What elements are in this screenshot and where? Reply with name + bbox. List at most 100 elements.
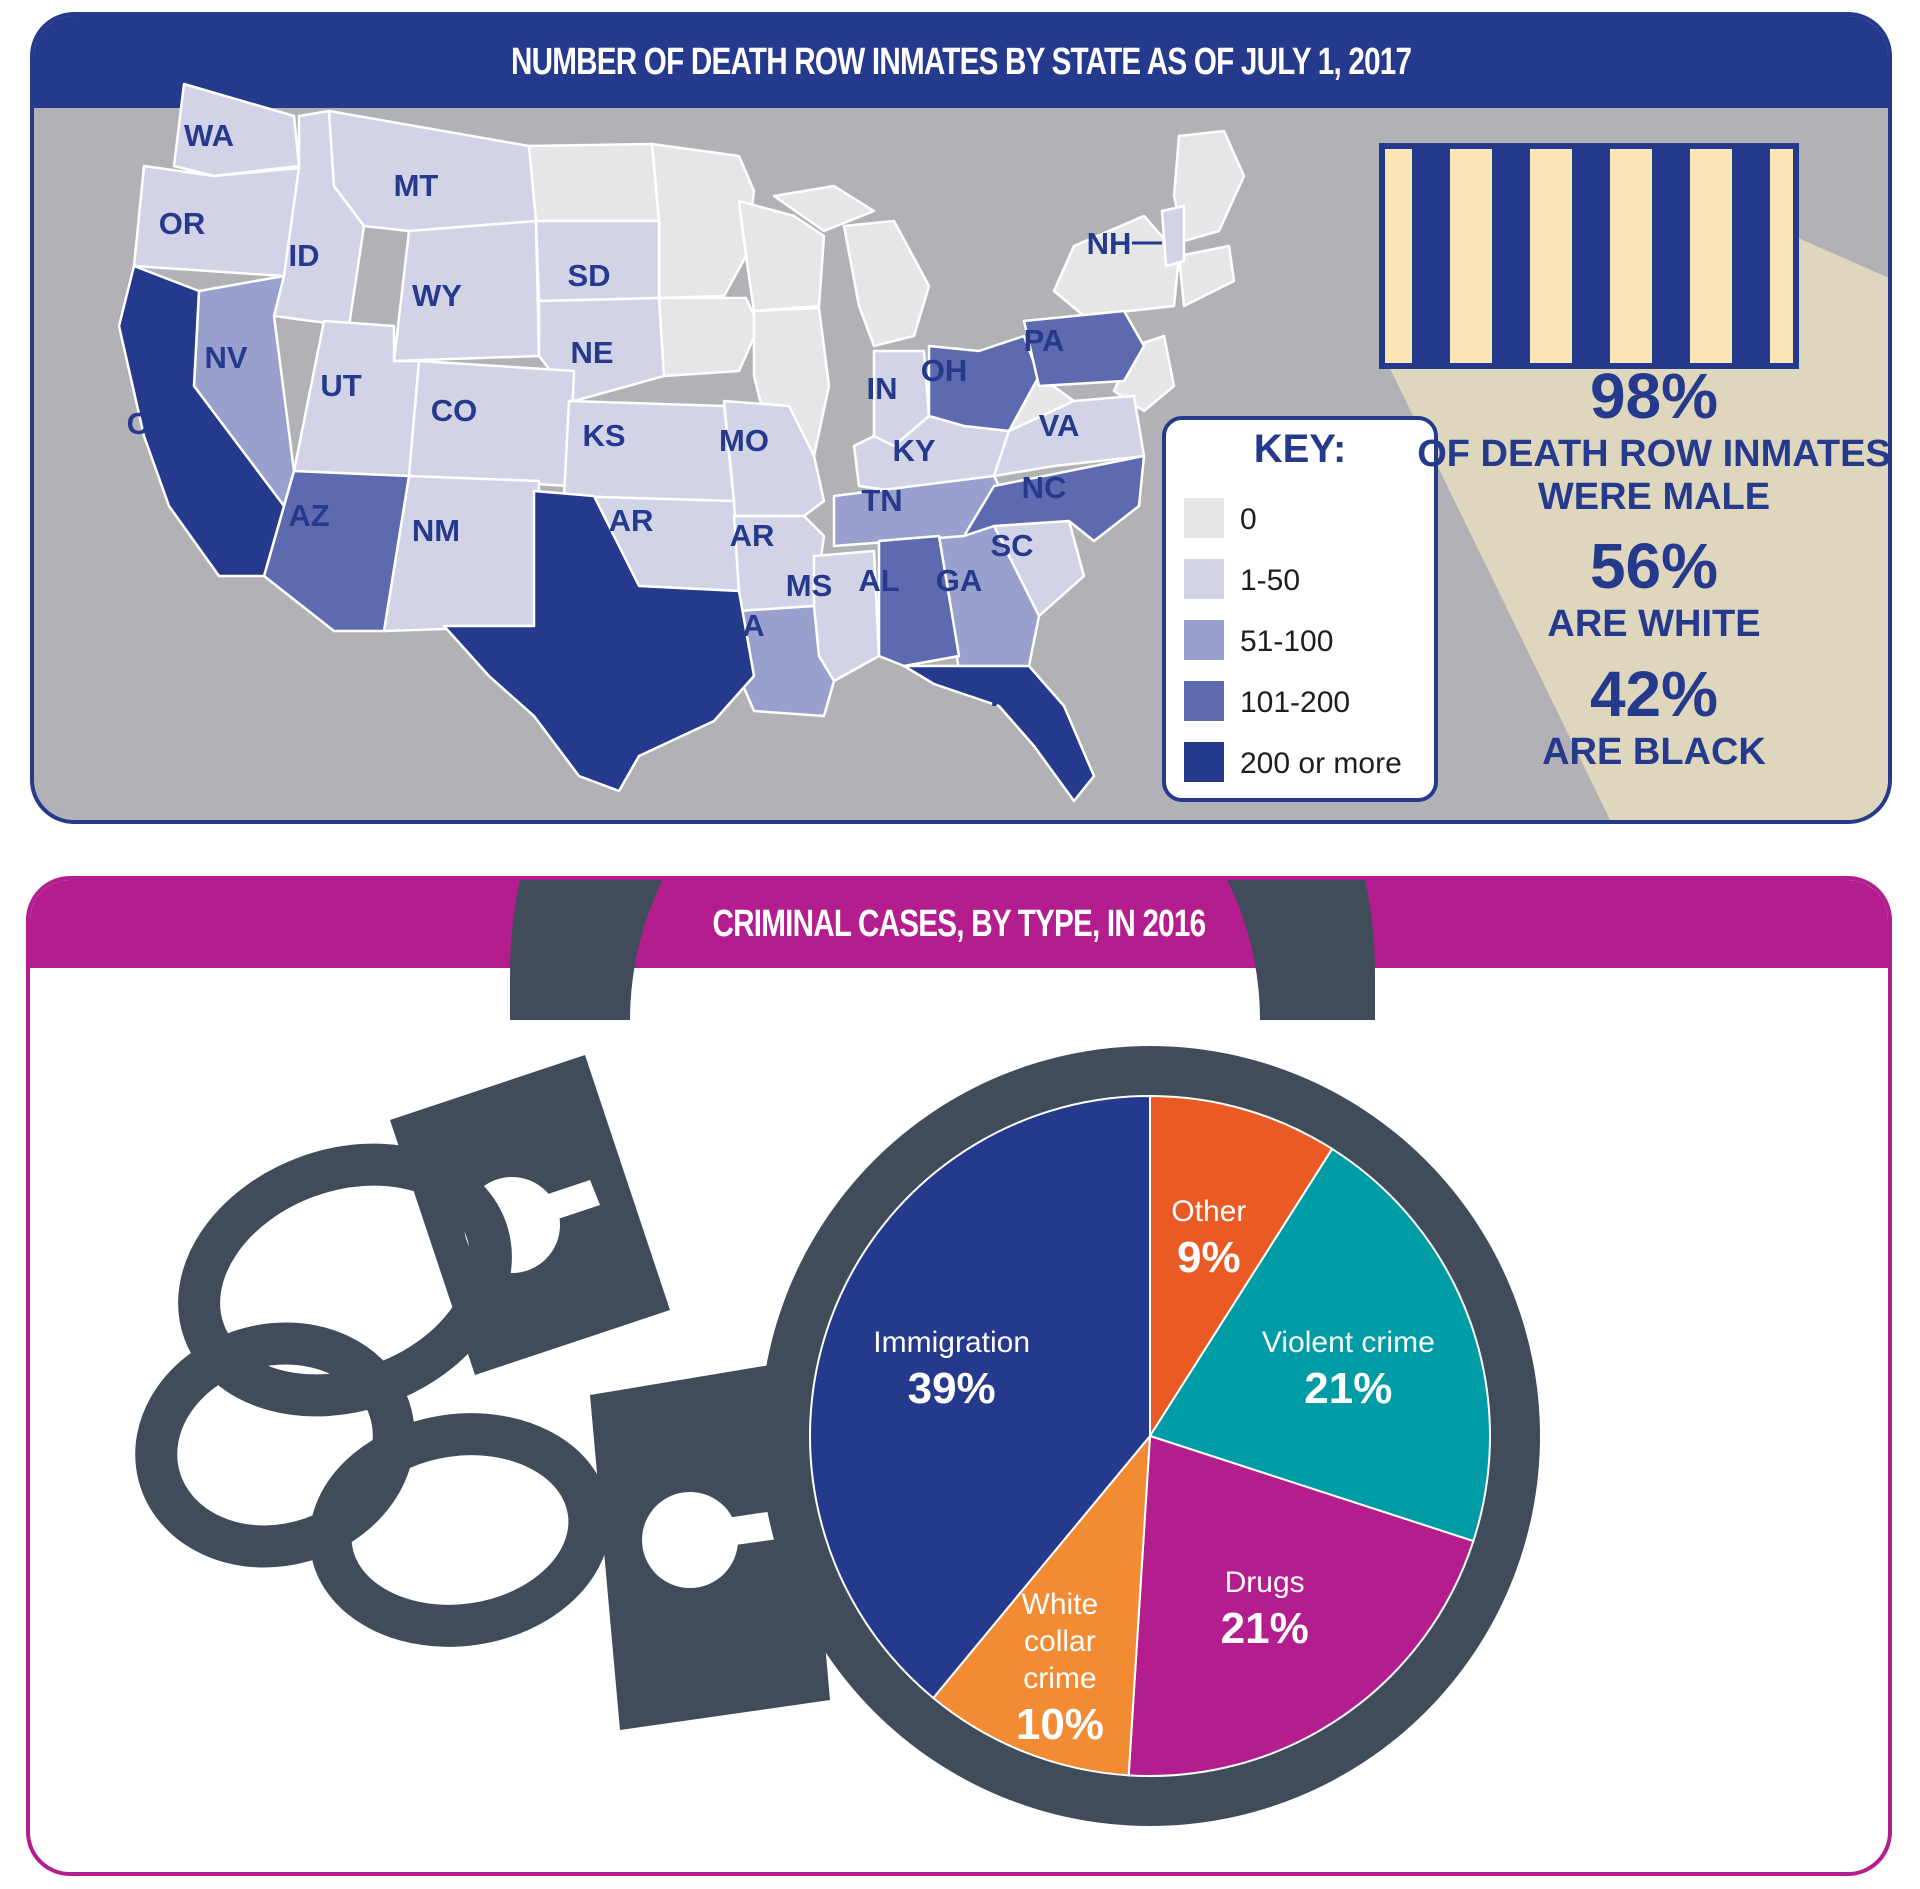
state-label: CO [431, 393, 478, 428]
pie-chart [809, 1094, 1491, 1777]
state-NY [1052, 214, 1181, 318]
state-label: NM [412, 513, 460, 548]
criminal-cases-panel: CRIMINAL CASES, BY TYPE, IN 2016 Other 9%… [26, 876, 1892, 1876]
pie-panel-title: CRIMINAL CASES, BY TYPE, IN 2016 [712, 902, 1207, 945]
chain-ring-3 [309, 1413, 611, 1647]
stat-male-line-2: WERE MALE [1538, 476, 1770, 518]
state-NC [962, 454, 1146, 543]
cuff-back-arc [510, 880, 1375, 1020]
state-NJ-MD-DE [1112, 334, 1176, 413]
state-label: FL [990, 678, 1028, 713]
pie-label-name: Drugs [1225, 1566, 1305, 1599]
pie-slice-violent-crime [1148, 1147, 1491, 1543]
legend-label: 200 or more [1240, 747, 1402, 780]
state-label: SC [990, 528, 1033, 563]
jail-bars-icon [1379, 143, 1799, 369]
pie-label-value: 9% [1177, 1233, 1241, 1282]
pie-labels: Other 9% Violent crime 21% Drugs 21% White coll… [873, 1195, 1434, 1749]
cuff-keyhole-slot-left [500, 1180, 600, 1235]
state-label: WY [412, 278, 462, 313]
legend-swatch [1184, 742, 1224, 782]
pie-slice-white-collar-crime [931, 1432, 1152, 1777]
state-label: AL [858, 563, 899, 598]
handcuffs-pie-figure: Other 9% Violent crime 21% Drugs 21% White coll… [135, 880, 1540, 1826]
legend-title: KEY: [1254, 427, 1347, 471]
state-labels: WA OR ID MT WY SD NE NV CA UT CO KS MO A… [127, 118, 1162, 713]
state-TX [442, 489, 756, 793]
legend-swatch [1184, 681, 1224, 721]
state-label: AR [730, 518, 775, 553]
state-label: NE [570, 335, 613, 370]
stat-black-line-1: ARE BLACK [1542, 731, 1766, 773]
legend-label: 0 [1240, 503, 1257, 536]
state-IA [654, 296, 761, 378]
stat-white-value: 56% [1590, 530, 1718, 602]
cuff-keyhole-slot-right [680, 1510, 785, 1552]
state-MN [650, 142, 756, 300]
state-IN [872, 349, 931, 448]
pie-label-value: 21% [1221, 1604, 1309, 1653]
pie-panel-header: CRIMINAL CASES, BY TYPE, IN 2016 [30, 880, 1888, 968]
map-legend: KEY: 0 1-50 51-100 101-200 200 or more [1162, 416, 1438, 802]
state-label: AR [609, 503, 654, 538]
state-label: KY [892, 433, 935, 468]
chain-ring-2 [135, 1322, 415, 1568]
pie-label-name: Other [1171, 1195, 1246, 1228]
pie-slice-immigration [809, 1094, 1151, 1700]
pie-label-name: Immigration [873, 1326, 1030, 1359]
stat-white-line-1: ARE WHITE [1547, 603, 1760, 645]
demographic-stats: 98% OF DEATH ROW INMATES WERE MALE 56% A… [1417, 360, 1891, 773]
state-label: NH [1087, 226, 1132, 261]
state-label: MS [786, 568, 833, 603]
death-row-map-panel: NUMBER OF DEATH ROW INMATES BY STATE AS … [30, 12, 1892, 824]
state-FL [902, 664, 1096, 803]
state-label: UT [320, 368, 361, 403]
pie-label-name: crime [1023, 1662, 1096, 1695]
state-MI [842, 219, 931, 348]
state-label: LA [723, 608, 764, 643]
state-label: TX [564, 603, 604, 638]
state-VT-ME [1172, 129, 1246, 243]
state-CA [117, 264, 286, 578]
legend-swatch [1184, 498, 1224, 538]
state-NH [1160, 204, 1186, 268]
state-label: WA [184, 118, 234, 153]
states-layer [117, 82, 1246, 803]
state-label: CA [127, 406, 172, 441]
legend-swatch [1184, 620, 1224, 660]
legend-label: 1-50 [1240, 564, 1300, 597]
stat-black-value: 42% [1590, 658, 1718, 730]
state-MI-upper [772, 184, 876, 233]
pie-label-value: 10% [1016, 1700, 1104, 1749]
legend-label: 51-100 [1240, 625, 1333, 658]
pie-label-name: Violent crime [1262, 1326, 1435, 1359]
state-label: TN [861, 483, 902, 518]
legend-label: 101-200 [1240, 686, 1350, 719]
state-ND [527, 142, 661, 223]
map-panel-title: NUMBER OF DEATH ROW INMATES BY STATE AS … [510, 40, 1412, 83]
legend-swatch [1184, 559, 1224, 599]
state-label: IN [867, 371, 898, 406]
stat-male-line-1: OF DEATH ROW INMATES [1417, 433, 1891, 475]
state-label: KS [582, 418, 625, 453]
state-AL [877, 534, 961, 668]
state-label: OH [921, 353, 968, 388]
state-WI [737, 199, 826, 313]
pie-slice-drugs [1127, 1434, 1475, 1777]
state-label: SD [567, 258, 610, 293]
state-label: PA [1024, 323, 1065, 358]
state-label: NC [1022, 470, 1067, 505]
pie-label-value: 21% [1304, 1364, 1392, 1413]
us-map-figure: WA OR ID MT WY SD NE NV CA UT CO KS MO A… [117, 82, 1891, 820]
state-MA-CT [1177, 244, 1236, 308]
state-label: ID [289, 238, 320, 273]
state-label: GA [936, 563, 983, 598]
pie-label-name: White [1022, 1588, 1099, 1621]
pie-slice-other [1149, 1094, 1334, 1440]
state-label: AZ [288, 498, 329, 533]
pie-label-value: 39% [908, 1364, 996, 1413]
stat-male-value: 98% [1590, 360, 1718, 432]
state-NM [382, 474, 541, 633]
state-label: OR [159, 206, 206, 241]
state-PA [1022, 309, 1146, 388]
